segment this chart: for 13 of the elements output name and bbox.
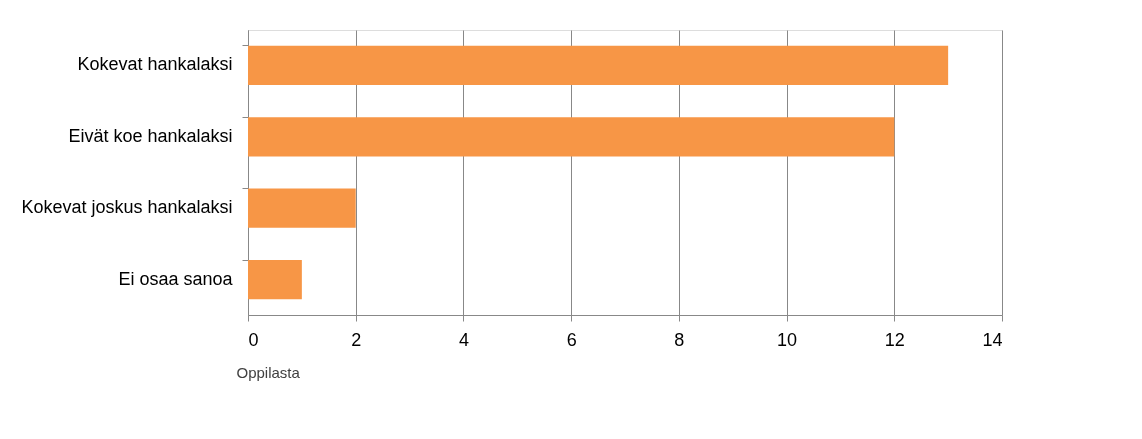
x-axis-title: Oppilasta [236, 363, 301, 381]
x-tick-label: 8 [674, 329, 685, 350]
x-tick-label: 4 [458, 329, 469, 350]
x-tick-label: 14 [982, 329, 1003, 350]
x-tick-label: 6 [566, 329, 577, 350]
x-tick-label: 0 [248, 329, 259, 350]
x-tick-label: 2 [351, 329, 362, 350]
y-tick-label: Ei osaa sanoa [118, 268, 234, 289]
y-tick-label: Kokevat hankalaksi [77, 54, 233, 75]
x-tick-label: 10 [777, 329, 798, 350]
y-tick-label: Eivät koe hankalaksi [68, 125, 233, 146]
x-tick-label: 12 [884, 329, 905, 350]
y-tick-label: Kokevat joskus hankalaksi [21, 197, 233, 218]
